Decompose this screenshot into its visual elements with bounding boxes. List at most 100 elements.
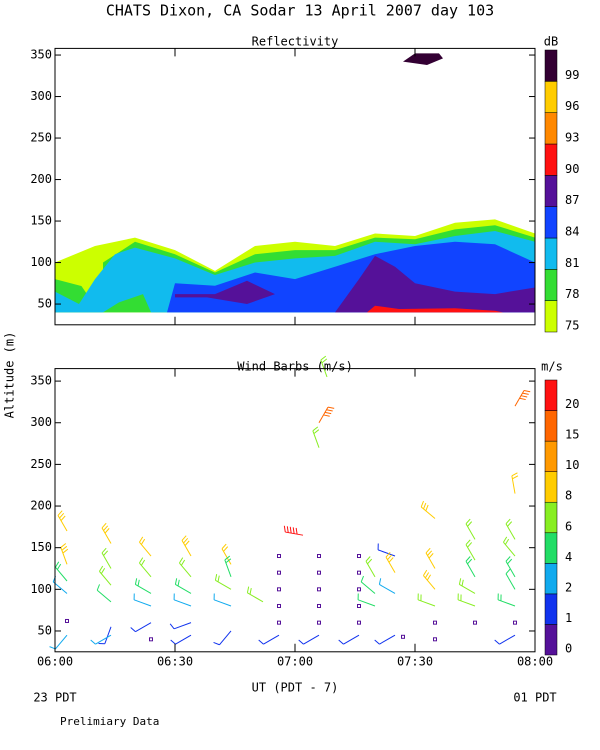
barb-shaft bbox=[175, 634, 192, 645]
colorbar-label: 20 bbox=[565, 397, 579, 411]
barb-feather bbox=[507, 521, 513, 527]
calm-marker bbox=[277, 554, 281, 559]
barb-feather bbox=[60, 543, 67, 548]
wind-barb bbox=[423, 569, 436, 590]
calm-marker bbox=[473, 620, 477, 625]
barb-feather bbox=[225, 558, 232, 564]
wind-barb bbox=[357, 593, 376, 607]
colorbar-segment bbox=[544, 206, 558, 239]
colorbar-label: 90 bbox=[565, 162, 579, 176]
barb-feather bbox=[523, 390, 531, 393]
colorbar-segment bbox=[544, 501, 558, 534]
barb-feather bbox=[295, 527, 298, 535]
colorbar-segment bbox=[544, 410, 558, 442]
wind-barb bbox=[181, 535, 192, 557]
calm-marker bbox=[317, 620, 321, 625]
wind-barb bbox=[465, 539, 476, 561]
wind-barb bbox=[96, 584, 112, 603]
calm-marker bbox=[277, 570, 281, 575]
wind-barb bbox=[139, 536, 152, 557]
wind-barb bbox=[57, 510, 68, 532]
colorbar-label: 15 bbox=[565, 428, 579, 442]
barb-shaft bbox=[213, 599, 232, 607]
colorbar-label: 78 bbox=[565, 287, 579, 301]
barb-feather bbox=[49, 646, 56, 650]
wind-barb bbox=[425, 547, 436, 569]
barb-feather bbox=[183, 537, 189, 544]
wind-barb bbox=[169, 622, 192, 630]
calm-marker bbox=[357, 570, 361, 575]
barb-shaft bbox=[173, 622, 192, 630]
wind-barb bbox=[505, 568, 516, 590]
y-tick-label: 50 bbox=[38, 623, 52, 637]
wind-barb bbox=[258, 634, 280, 645]
barb-feather bbox=[465, 518, 471, 525]
colorbar-segment bbox=[544, 269, 558, 301]
barb-feather bbox=[137, 579, 140, 587]
wind-barb bbox=[49, 634, 68, 650]
colorbar-segment bbox=[544, 471, 558, 503]
footnote: Prelimiary Data bbox=[60, 715, 159, 728]
barb-feather bbox=[324, 411, 332, 415]
wind-barb bbox=[55, 561, 68, 582]
wind-barb bbox=[139, 557, 152, 578]
barb-feather bbox=[139, 557, 144, 564]
panel-title: Reflectivity bbox=[252, 35, 339, 49]
barb-feather bbox=[286, 526, 289, 533]
wind-barb bbox=[505, 518, 516, 540]
wind-barb bbox=[213, 593, 232, 607]
colorbar-segment bbox=[544, 49, 558, 82]
barb-feather bbox=[221, 543, 227, 550]
wind-barb bbox=[465, 556, 476, 578]
wind-barb bbox=[90, 634, 112, 645]
barb-feather bbox=[134, 578, 138, 585]
x-tick-label: 07:00 bbox=[277, 654, 313, 668]
calm-marker bbox=[317, 570, 321, 575]
colorbar-segment bbox=[544, 112, 558, 145]
wind-barb bbox=[417, 593, 436, 607]
calm-marker bbox=[317, 603, 321, 608]
y-tick-label: 100 bbox=[30, 255, 52, 269]
barb-feather bbox=[503, 536, 508, 543]
wind-barb bbox=[457, 593, 476, 607]
barb-feather bbox=[360, 575, 365, 583]
barb-feather bbox=[321, 358, 328, 364]
barb-feather bbox=[428, 553, 434, 559]
barb-shaft bbox=[173, 599, 192, 607]
barb-shaft bbox=[96, 589, 112, 603]
calm-marker bbox=[317, 587, 321, 592]
colorbar-label: 75 bbox=[565, 319, 579, 333]
barb-feather bbox=[139, 536, 144, 543]
barb-shaft bbox=[99, 571, 112, 586]
barb-feather bbox=[505, 518, 511, 525]
colorbar-label: 87 bbox=[565, 193, 579, 207]
calm-marker bbox=[401, 634, 405, 639]
wind-barb bbox=[98, 626, 112, 645]
barb-feather bbox=[425, 504, 429, 511]
contour-region bbox=[175, 280, 275, 305]
panel-title: Wind Barbs (m/s) bbox=[237, 360, 353, 374]
wind-barb bbox=[173, 593, 192, 607]
wind-barb bbox=[503, 536, 516, 557]
wind-barb bbox=[318, 406, 335, 423]
barb-feather bbox=[365, 556, 371, 562]
calm-marker bbox=[513, 620, 517, 625]
wind-barb bbox=[458, 578, 476, 594]
calm-marker bbox=[433, 637, 437, 642]
barb-feather bbox=[292, 527, 295, 534]
y-tick-label: 350 bbox=[30, 48, 52, 62]
barb-shaft bbox=[303, 634, 320, 645]
barb-feather bbox=[461, 579, 464, 587]
contour-region bbox=[335, 255, 535, 313]
barb-feather bbox=[246, 586, 250, 593]
wind-barb bbox=[374, 634, 396, 645]
barb-feather bbox=[312, 426, 319, 432]
barb-feather bbox=[130, 627, 136, 633]
wind-barb bbox=[378, 578, 396, 594]
y-tick-label: 150 bbox=[30, 540, 52, 554]
colorbar-segment bbox=[544, 440, 558, 472]
barb-feather bbox=[174, 578, 178, 585]
colorbar-label: 93 bbox=[565, 131, 579, 145]
calm-marker bbox=[65, 618, 69, 623]
barb-feather bbox=[217, 575, 220, 582]
